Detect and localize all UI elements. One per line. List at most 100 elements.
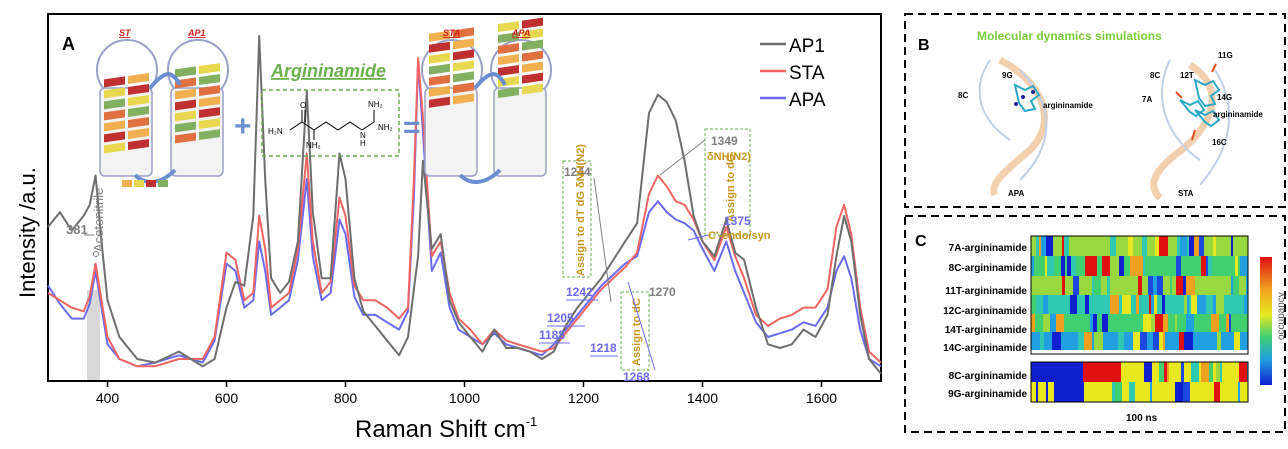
heatmap-cell [1152,362,1156,382]
heatmap-cell [1206,256,1208,276]
heatmap-cell [1092,276,1094,295]
heatmap-cell [1119,295,1122,314]
heatmap-cell [1031,256,1034,276]
b-label-arg-right: argininamide [1213,110,1263,119]
legend-label-sta: STA [789,63,825,84]
arrow-apa-to-sta [458,168,502,184]
ann-1268: 1268 [623,370,650,384]
heatmap-cell [1067,256,1071,276]
heatmap-cell [1071,256,1076,276]
heatmap-cell [1231,276,1233,295]
base-block [175,121,196,133]
heatmap-cell [1175,362,1181,382]
chem-nh2: NH₂ [306,141,321,150]
heatmap-cell [1191,295,1197,314]
heatmap-cell [1056,236,1062,256]
heatmap-cell [1143,314,1151,332]
heatmap-cell [1048,382,1054,402]
heatmap-cell [1233,236,1241,256]
heatmap-cell [1189,295,1191,314]
heatmap-cell [1102,256,1110,276]
heatmap-cell [1152,236,1155,256]
heatmap-cell [1163,314,1168,332]
heatmap-cell [1094,276,1101,295]
heatmap-cell [1033,332,1038,350]
heatmap-cell [1170,332,1176,350]
heatmap-cell [1206,382,1210,402]
heatmap-cell [1059,362,1062,382]
heatmap-cell [1125,362,1128,382]
base-block [453,49,474,61]
heatmap-cell [1099,236,1101,256]
heatmap-cell [1170,276,1172,295]
heatmap-cell [1062,362,1070,382]
heatmap-cell [1227,382,1232,402]
heatmap-cell [1211,314,1219,332]
hairpin-blocks-right [429,17,543,108]
heatmap-row-label: 8C-argininamide [949,371,1028,382]
heatmap-cell [1176,276,1183,295]
heatmap-cell [1126,276,1135,295]
base-block [128,84,149,96]
heatmap-cell [1183,276,1186,295]
heatmap-cell [1094,382,1096,402]
ann-1244: 1244 [564,165,591,179]
panel-b-title: Molecular dynamics simulations [977,29,1162,43]
heatmap-cell [1181,256,1184,276]
base-block [453,38,474,50]
heatmap-cell [1216,256,1223,276]
heatmap-cell [1096,295,1101,314]
heatmap-cell [1232,382,1238,402]
base-block [429,85,450,97]
heatmap-cell [1201,362,1209,382]
base-block [522,17,543,29]
heatmap-cell [1167,362,1169,382]
heatmap-cell [1062,236,1064,256]
heatmap-cell [1174,276,1176,295]
b-label-arg-left: argininamide [1043,101,1093,110]
base-block [199,107,220,119]
heatmap-row-label: 9G-argininamide [948,389,1027,400]
base-block [128,106,149,118]
heatmap-cell [1085,256,1087,276]
heatmap-cell [1062,295,1070,314]
heatmap-cell [1100,314,1102,332]
heatmap-row-label: 12C-argininamide [943,306,1027,317]
heatmap-row-label: 7A-argininamide [949,243,1028,254]
argininamide-structure-box [261,89,400,157]
ann-cendo: C'-endo/syn [708,230,771,242]
heatmap-cell [1154,295,1157,314]
heatmap-cell [1159,382,1161,402]
heatmap-cell [1239,276,1241,295]
heatmap-cell [1084,382,1088,402]
heatmap-cell [1219,314,1224,332]
heatmap-row-label: 11T-argininamide [945,286,1027,297]
heatmap-cell [1149,295,1151,314]
heatmap-row-label: 14C-argininamide [943,343,1027,354]
heatmap-cell [1110,276,1118,295]
base-block [522,61,543,73]
chem-n: N [360,131,366,140]
b-label-16c: 16C [1212,138,1227,147]
heatmap-cell [1216,295,1224,314]
heatmap-cell [1180,236,1187,256]
heatmap-cell [1173,295,1175,314]
heatmap-cell [1156,362,1159,382]
ann-1349-box [704,128,751,236]
heatmap-cell [1035,314,1043,332]
heatmap-cell [1084,314,1087,332]
base-block [128,73,149,85]
heatmap-cell [1167,256,1176,276]
heatmap-cell [1133,332,1140,350]
heatmap-cell [1164,362,1167,382]
heatmap-cell [1130,256,1138,276]
heatmap-cell [1150,382,1152,402]
heatmap-cell [1063,332,1069,350]
heatmap-cell [1070,362,1075,382]
heatmap-cell [1036,382,1038,402]
heatmap-cell [1105,362,1107,382]
heatmap-cell [1043,295,1048,314]
heatmap-cell [1197,295,1206,314]
heatmap-cell [1039,236,1041,256]
